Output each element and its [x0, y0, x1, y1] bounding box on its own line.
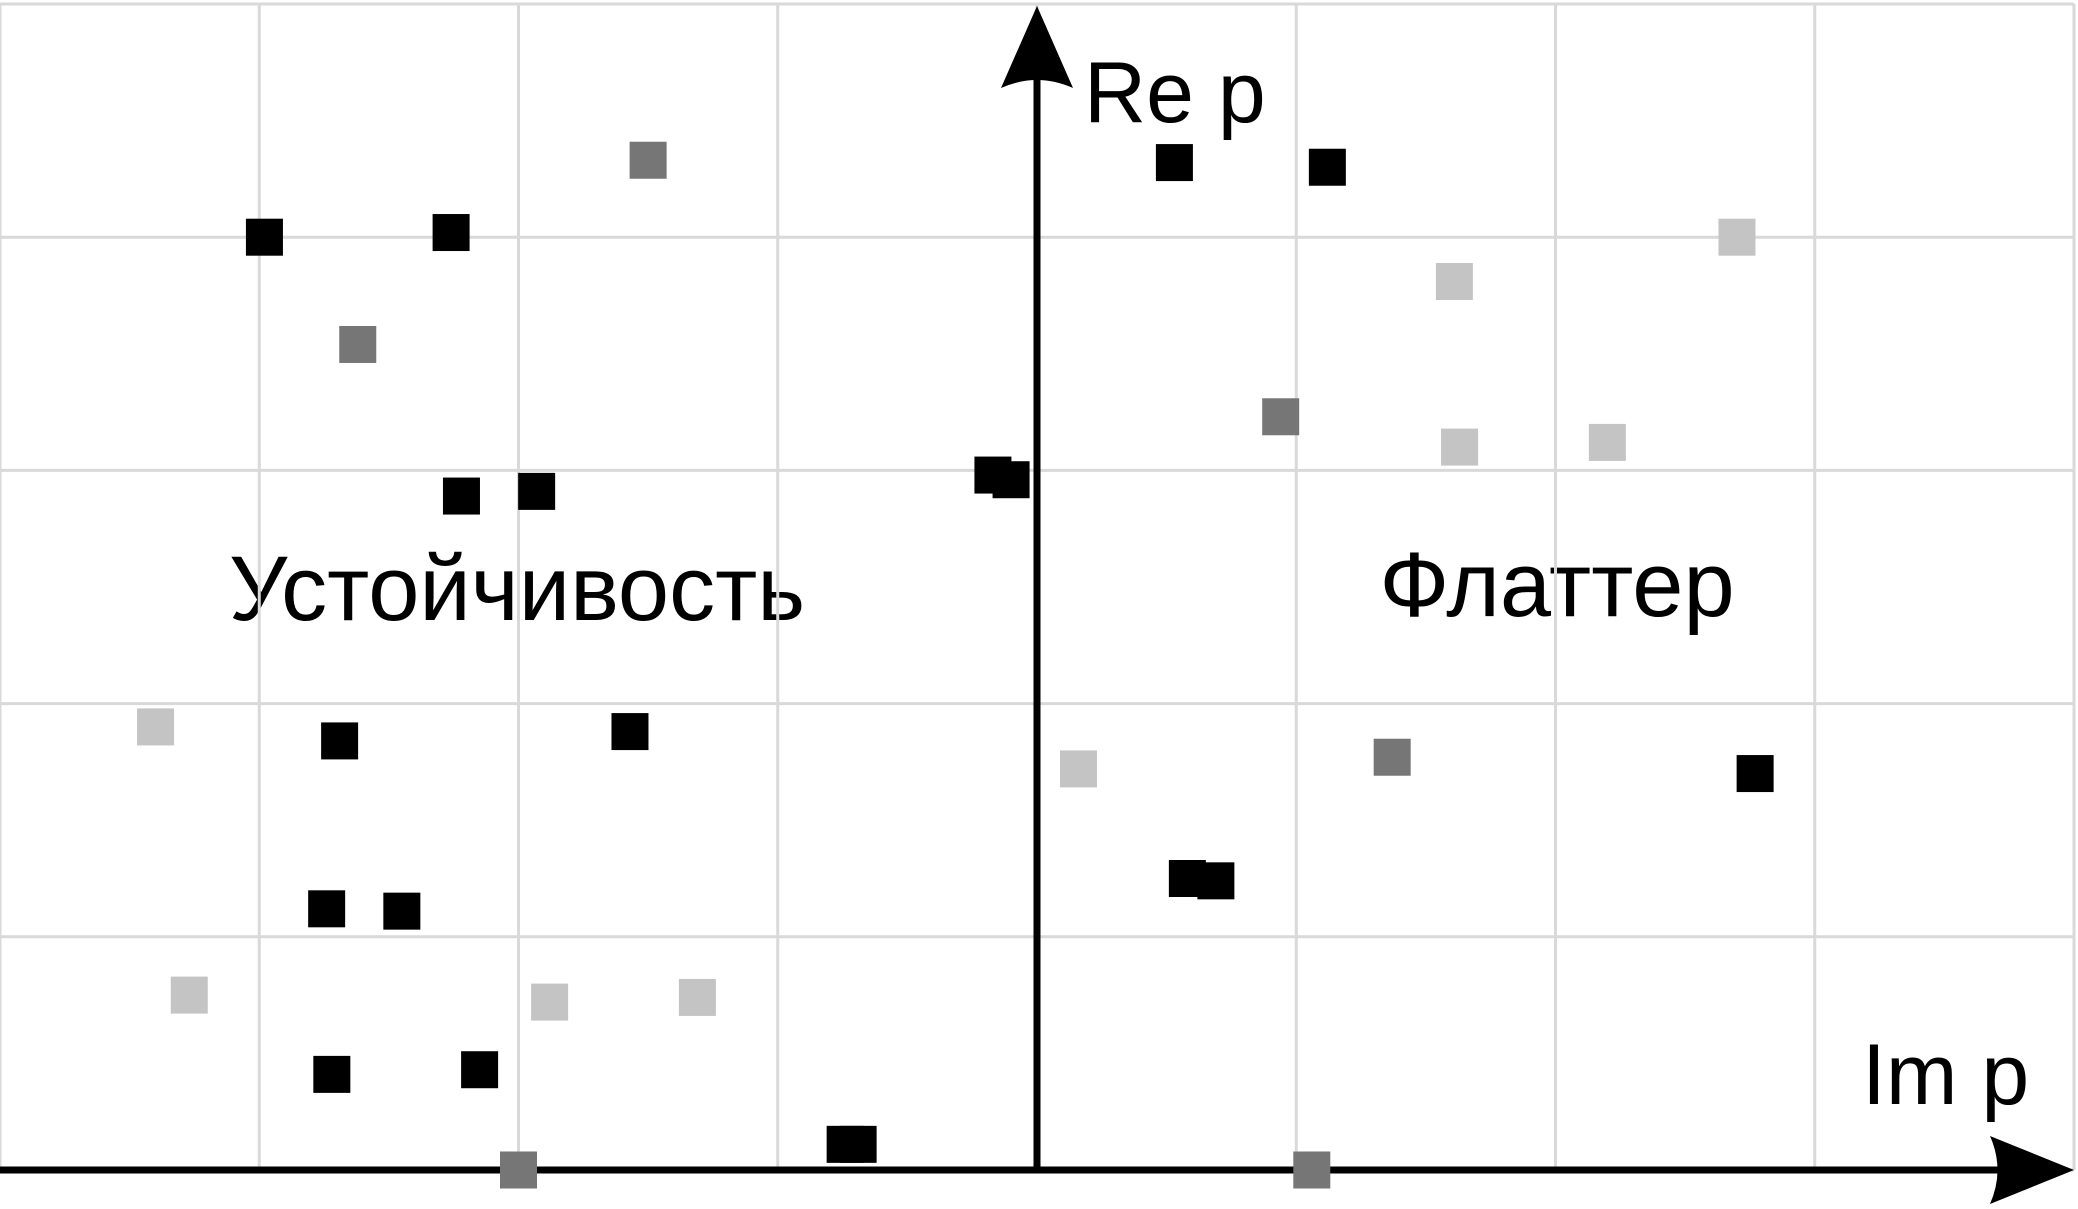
- point: [531, 983, 569, 1021]
- point: [1308, 148, 1346, 186]
- x-axis-arrow: [1990, 1136, 2074, 1204]
- point: [1197, 862, 1235, 900]
- point: [1718, 218, 1756, 256]
- point: [383, 892, 421, 930]
- point: [992, 461, 1030, 499]
- x-axis-label: Im p: [1862, 1027, 2029, 1123]
- point: [1059, 750, 1097, 788]
- point: [137, 708, 175, 746]
- point: [1736, 755, 1774, 793]
- point: [678, 978, 716, 1016]
- point: [1262, 398, 1300, 436]
- y-axis-arrow: [1001, 6, 1073, 88]
- point: [245, 218, 283, 256]
- point: [1588, 423, 1626, 461]
- point: [1435, 263, 1473, 301]
- point: [500, 1151, 537, 1189]
- point: [313, 1055, 351, 1093]
- point: [518, 472, 556, 510]
- point: [611, 713, 649, 751]
- point: [839, 1125, 877, 1163]
- point: [308, 890, 346, 928]
- point: [629, 141, 667, 179]
- point: [170, 976, 208, 1014]
- y-axis-label: Re p: [1084, 45, 1266, 141]
- point: [1293, 1151, 1331, 1189]
- point: [321, 722, 359, 760]
- point: [461, 1051, 499, 1089]
- point: [1155, 144, 1193, 182]
- point: [442, 477, 480, 515]
- point: [1441, 428, 1479, 466]
- point: [432, 214, 470, 252]
- point: [339, 325, 377, 363]
- point: [1373, 738, 1411, 776]
